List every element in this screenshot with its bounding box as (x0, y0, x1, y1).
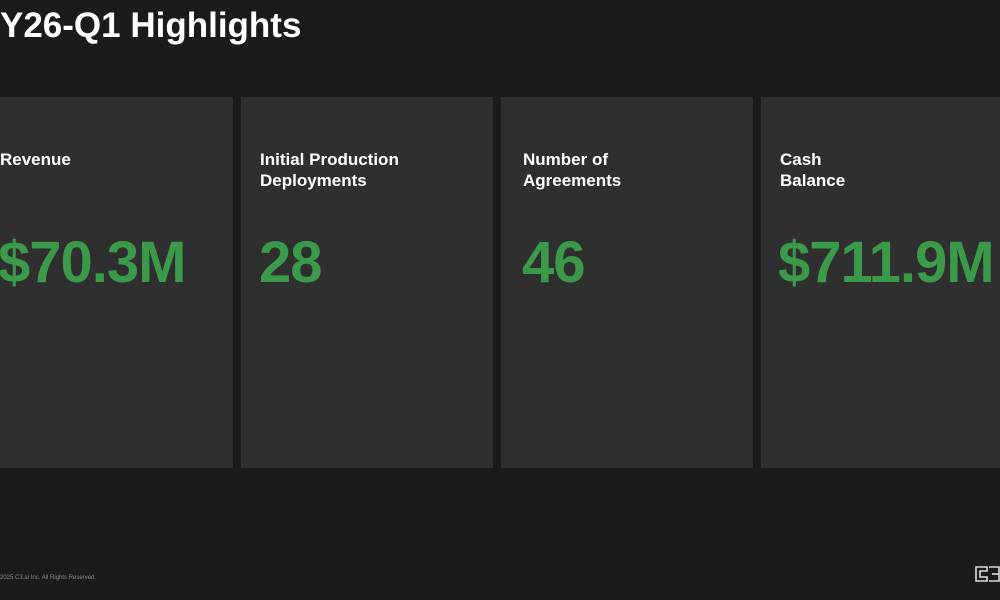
metric-value: 46 (522, 230, 586, 295)
slide-title: Y26-Q1 Highlights (0, 6, 302, 45)
metric-card: Number of Agreements 46 (501, 97, 753, 468)
footer-text: 2025 C3.ai Inc. All Rights Reserved. (0, 575, 97, 581)
metric-value: $70.3M (0, 230, 186, 295)
metric-value: $711.9M (778, 230, 995, 295)
metric-card: Revenue $70.3M (0, 97, 233, 468)
metric-card: Initial Production Deployments 28 (241, 97, 493, 468)
logo (975, 566, 1000, 582)
metric-label: Initial Production Deployments (260, 150, 399, 190)
metric-value: 28 (259, 230, 323, 295)
metric-label: Cash Balance (780, 150, 846, 190)
metric-label: Number of Agreements (523, 150, 622, 190)
metric-card: Cash Balance $711.9M (761, 97, 1000, 468)
metric-label: Revenue (0, 150, 71, 169)
